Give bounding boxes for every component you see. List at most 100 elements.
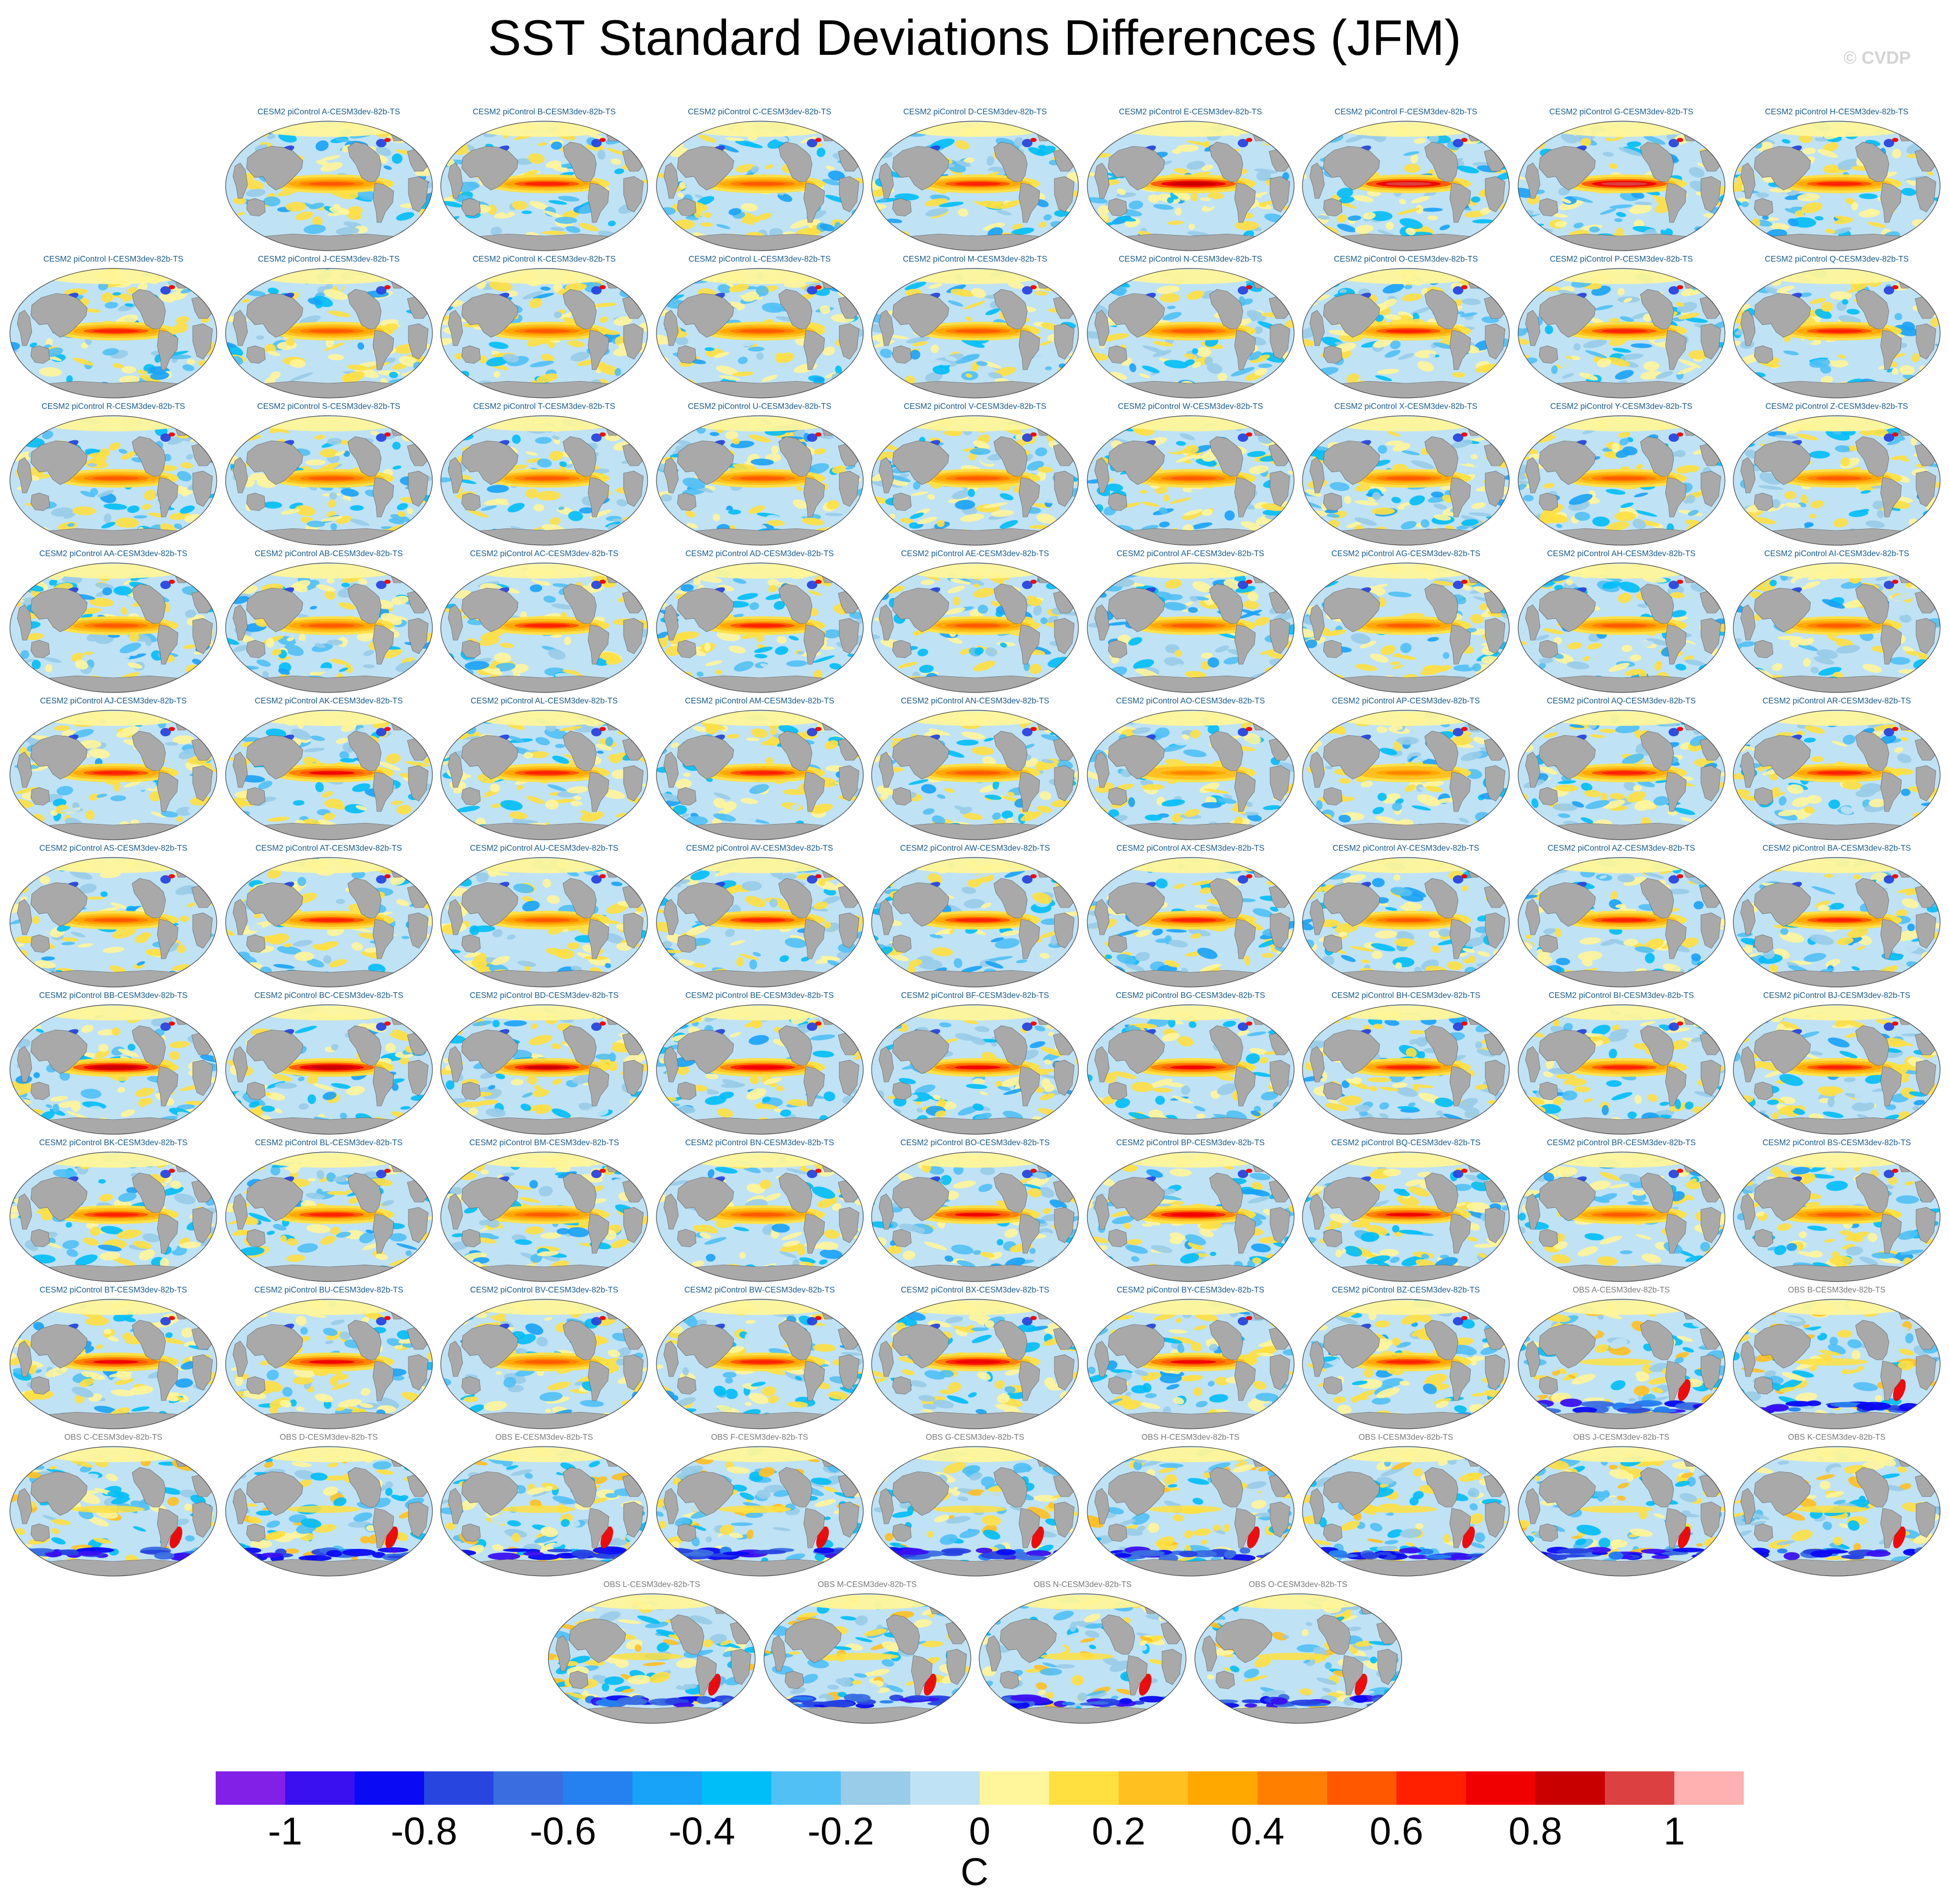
anomaly-patch [1176, 441, 1186, 446]
anomaly-patch [566, 464, 574, 468]
anomaly-patch [26, 387, 48, 395]
anomaly-patch [1318, 383, 1342, 394]
panel-title: CESM2 piControl Y-CESM3dev-82b-TS [1550, 402, 1693, 411]
anomaly-patch [87, 463, 97, 467]
anomaly-patch [1097, 205, 1109, 215]
anomaly-patch [234, 381, 245, 386]
anomaly-patch [1594, 305, 1613, 311]
anomaly-patch [1087, 575, 1099, 581]
anomaly-patch [1554, 220, 1567, 228]
anomaly-patch [1311, 563, 1333, 574]
land-mass [347, 436, 381, 477]
anomaly-patch [1404, 163, 1420, 173]
anomaly-patch [628, 531, 648, 537]
anomaly-patch [1405, 228, 1416, 236]
anomaly-patch [441, 673, 459, 679]
anomaly-patch [564, 637, 571, 645]
anomaly-patch [345, 663, 353, 674]
anomaly-patch [682, 477, 706, 489]
anomaly-patch [67, 523, 75, 527]
anomaly-patch [150, 371, 169, 380]
anomaly-patch [323, 342, 345, 351]
anomaly-patch [1087, 275, 1104, 284]
panel-title: CESM2 piControl O-CESM3dev-82b-TS [1334, 255, 1478, 264]
anomaly-patch [969, 448, 991, 455]
anomaly-patch [1038, 498, 1059, 503]
anomaly-patch [1555, 524, 1562, 528]
anomaly-patch [256, 659, 271, 667]
northern-positive-band [1769, 269, 1905, 284]
anomaly-patch [480, 505, 497, 511]
enso-tongue-layer [739, 476, 785, 480]
anomaly-patch [1196, 347, 1211, 357]
map-outline [1733, 121, 1941, 251]
land-mass [677, 345, 696, 364]
land-mass [892, 345, 912, 364]
anomaly-patch [1934, 344, 1940, 348]
land-mass [1539, 345, 1558, 364]
anomaly-patch [441, 298, 447, 304]
anomaly-patch [1287, 377, 1294, 387]
anomaly-patch [656, 294, 670, 302]
anomaly-patch [872, 284, 888, 290]
anomaly-patch [392, 441, 401, 450]
gulf-stream-negative-patch [375, 286, 386, 295]
anomaly-patch [286, 337, 295, 346]
land-mass [663, 457, 678, 493]
anomaly-patch [1191, 488, 1210, 496]
anomaly-patch [391, 153, 403, 164]
anomaly-patch [981, 201, 1004, 209]
anomaly-patch [938, 202, 964, 207]
gulf-stream-negative-patch [1022, 433, 1032, 442]
anomaly-patch [225, 390, 237, 395]
anomaly-patch [565, 314, 571, 318]
anomaly-patch [1596, 358, 1611, 368]
anomaly-patch [1558, 199, 1583, 210]
anomaly-patch [1733, 153, 1737, 157]
anomaly-patch [1061, 530, 1078, 542]
anomaly-patch [581, 580, 589, 586]
map-outline [655, 121, 864, 251]
anomaly-patch [1608, 216, 1617, 224]
land-mass [461, 198, 481, 217]
anomaly-patch [441, 441, 454, 450]
anomaly-patch [1471, 196, 1481, 203]
anomaly-patch [606, 148, 627, 156]
anomaly-patch [565, 226, 581, 233]
northern-positive-band [1122, 269, 1259, 284]
anomaly-patch [1614, 218, 1623, 222]
anomaly-patch [177, 471, 192, 481]
land-mass [1665, 477, 1686, 518]
panel-title: CESM2 piControl N-CESM3dev-82b-TS [1119, 255, 1262, 264]
anomaly-patch [109, 442, 121, 451]
anomaly-patch [550, 227, 565, 231]
anomaly-patch [1540, 390, 1547, 396]
anomaly-patch [872, 582, 886, 589]
map-outline [1733, 268, 1941, 398]
anomaly-patch [326, 639, 343, 645]
anomaly-patch [1324, 121, 1346, 130]
anomaly-patch [1555, 392, 1565, 396]
anomaly-patch [1867, 221, 1886, 228]
anomaly-patch [718, 375, 741, 381]
anomaly-patch [1480, 207, 1492, 215]
anomaly-patch [237, 211, 245, 216]
anomaly-patch [1471, 502, 1486, 509]
map-outline [440, 268, 648, 398]
anomaly-patch [1087, 501, 1091, 507]
anomaly-patch [948, 300, 964, 307]
anomaly-patch [964, 301, 985, 310]
anomaly-patch [1167, 220, 1184, 225]
anomaly-patch [1899, 365, 1915, 375]
anomaly-patch [790, 219, 813, 229]
anomaly-patch [338, 602, 356, 610]
anomaly-patch [418, 566, 432, 576]
anomaly-patch [334, 451, 345, 456]
anomaly-patch [499, 642, 514, 648]
anomaly-patch [1282, 229, 1294, 236]
map-outline [1086, 415, 1295, 546]
panel-title: CESM2 piControl B-CESM3dev-82b-TS [473, 108, 616, 116]
gulf-stream-positive-patch [815, 138, 821, 142]
panel-title: CESM2 piControl W-CESM3dev-82b-TS [1118, 402, 1263, 411]
sst-difference-map [9, 415, 217, 546]
